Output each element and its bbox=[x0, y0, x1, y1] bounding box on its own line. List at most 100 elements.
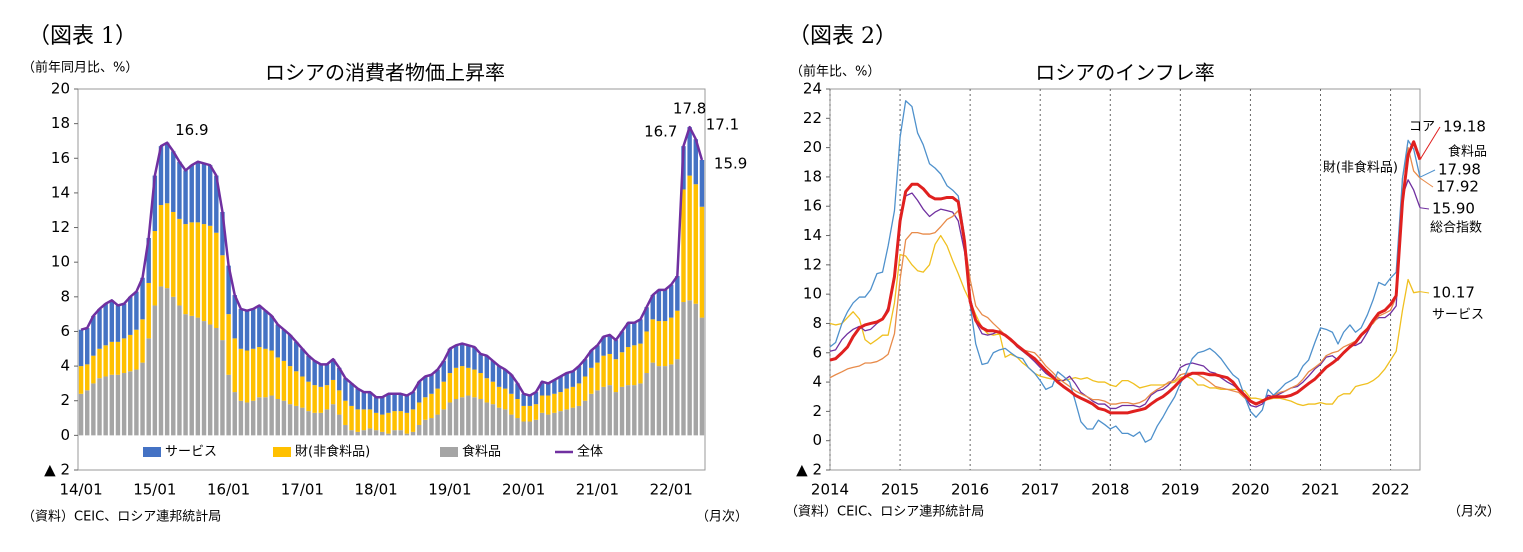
bar-segment bbox=[533, 392, 539, 405]
bar-segment bbox=[546, 395, 551, 415]
bar-segment bbox=[515, 383, 520, 399]
bar-segment bbox=[533, 404, 539, 420]
bar-segment bbox=[158, 205, 164, 287]
bar-segment bbox=[478, 353, 483, 374]
y-tick-label: 24 bbox=[803, 80, 822, 98]
bar-segment bbox=[668, 317, 674, 365]
y-tick-label: 18 bbox=[803, 167, 822, 185]
value-label: 17.8 bbox=[673, 100, 706, 118]
bar-segment bbox=[453, 367, 459, 399]
bar-segment bbox=[472, 397, 477, 436]
bar-segment bbox=[582, 376, 588, 401]
bar-segment bbox=[226, 265, 231, 315]
bar-segment bbox=[78, 393, 84, 436]
x-tick-label: 17/01 bbox=[281, 481, 324, 499]
bar-segment bbox=[546, 414, 551, 436]
bar-segment bbox=[238, 308, 244, 349]
value-label: 16.7 bbox=[644, 123, 677, 141]
y-tick-label: 10 bbox=[51, 253, 70, 271]
bar-segment bbox=[650, 295, 655, 320]
bar-segment bbox=[349, 383, 354, 406]
bar-segment bbox=[582, 359, 588, 377]
bar-segment bbox=[570, 386, 576, 408]
bar-segment bbox=[650, 362, 655, 436]
y-tick-label: 4 bbox=[812, 373, 822, 391]
bar-segment bbox=[595, 345, 600, 363]
bar-segment bbox=[699, 206, 705, 318]
bar-segment bbox=[367, 428, 373, 436]
bar-segment bbox=[589, 350, 594, 368]
y-tick-label: 12 bbox=[51, 218, 70, 236]
bar-segment bbox=[281, 360, 287, 401]
bar-segment bbox=[675, 359, 680, 436]
bar-segment bbox=[361, 430, 367, 436]
series-line bbox=[829, 146, 1421, 405]
bar-segment bbox=[269, 315, 274, 351]
bar-segment bbox=[158, 146, 164, 206]
legend-swatch bbox=[273, 447, 291, 457]
bar-segment bbox=[472, 369, 477, 398]
bar-segment bbox=[552, 412, 557, 436]
bar-segment bbox=[355, 388, 360, 410]
bar-segment bbox=[207, 225, 213, 325]
bar-segment bbox=[552, 379, 557, 394]
bar-segment bbox=[128, 334, 133, 372]
bar-segment bbox=[324, 409, 330, 436]
bar-segment bbox=[275, 324, 280, 358]
bar-segment bbox=[392, 393, 397, 412]
y-tick-label: 0 bbox=[812, 431, 822, 449]
bar-segment bbox=[109, 300, 115, 342]
bar-segment bbox=[367, 409, 373, 429]
bar-segment bbox=[392, 430, 397, 436]
bar-segment bbox=[78, 366, 84, 394]
bar-segment bbox=[373, 412, 379, 431]
bar-segment bbox=[238, 400, 244, 436]
bar-segment bbox=[337, 414, 342, 436]
bar-segment bbox=[164, 288, 170, 436]
bar-segment bbox=[214, 327, 219, 436]
bar-segment bbox=[668, 284, 674, 318]
x-unit-label: （月次） bbox=[696, 509, 748, 525]
x-tick-label: 18/01 bbox=[355, 481, 398, 499]
bar-segment bbox=[380, 431, 385, 436]
bar-segment bbox=[632, 345, 637, 386]
bar-segment bbox=[103, 376, 108, 436]
bar-segment bbox=[373, 430, 379, 436]
bar-segment bbox=[324, 385, 330, 410]
bar-segment bbox=[207, 324, 213, 436]
bar-segment bbox=[662, 289, 668, 322]
bar-segment bbox=[453, 398, 459, 436]
source-note: （資料）CEIC、ロシア連邦統計局 bbox=[785, 504, 984, 520]
bar-segment bbox=[275, 398, 280, 436]
bar-segment bbox=[343, 424, 348, 436]
bar-segment bbox=[503, 409, 508, 436]
bar-segment bbox=[527, 421, 533, 436]
bar-segment bbox=[539, 381, 545, 396]
bar-segment bbox=[195, 317, 201, 436]
legend-label: 全体 bbox=[577, 444, 603, 460]
bar-segment bbox=[97, 308, 102, 349]
bar-segment bbox=[515, 398, 520, 419]
bar-segment bbox=[601, 336, 606, 356]
bar-segment bbox=[638, 383, 643, 436]
bar-segment bbox=[662, 366, 668, 436]
y-tick-label: 20 bbox=[51, 80, 70, 98]
bar-segment bbox=[183, 314, 188, 436]
value-label: 15.9 bbox=[714, 155, 747, 173]
bar-segment bbox=[250, 308, 256, 349]
bar-segment bbox=[140, 362, 145, 436]
y-tick-label: 14 bbox=[803, 226, 822, 244]
x-tick-label: 19/01 bbox=[428, 481, 471, 499]
label-leader bbox=[1419, 126, 1441, 160]
bar-segment bbox=[447, 402, 453, 436]
bar-segment bbox=[625, 347, 631, 386]
bar-segment bbox=[85, 364, 90, 391]
bar-segment bbox=[410, 392, 416, 410]
bar-segment bbox=[263, 348, 268, 398]
label-leader bbox=[1419, 169, 1436, 178]
bar-segment bbox=[619, 352, 625, 387]
x-tick-label: 15/01 bbox=[133, 481, 176, 499]
bar-segment bbox=[564, 409, 569, 436]
chart-title: ロシアの消費者物価上昇率 bbox=[265, 61, 505, 85]
